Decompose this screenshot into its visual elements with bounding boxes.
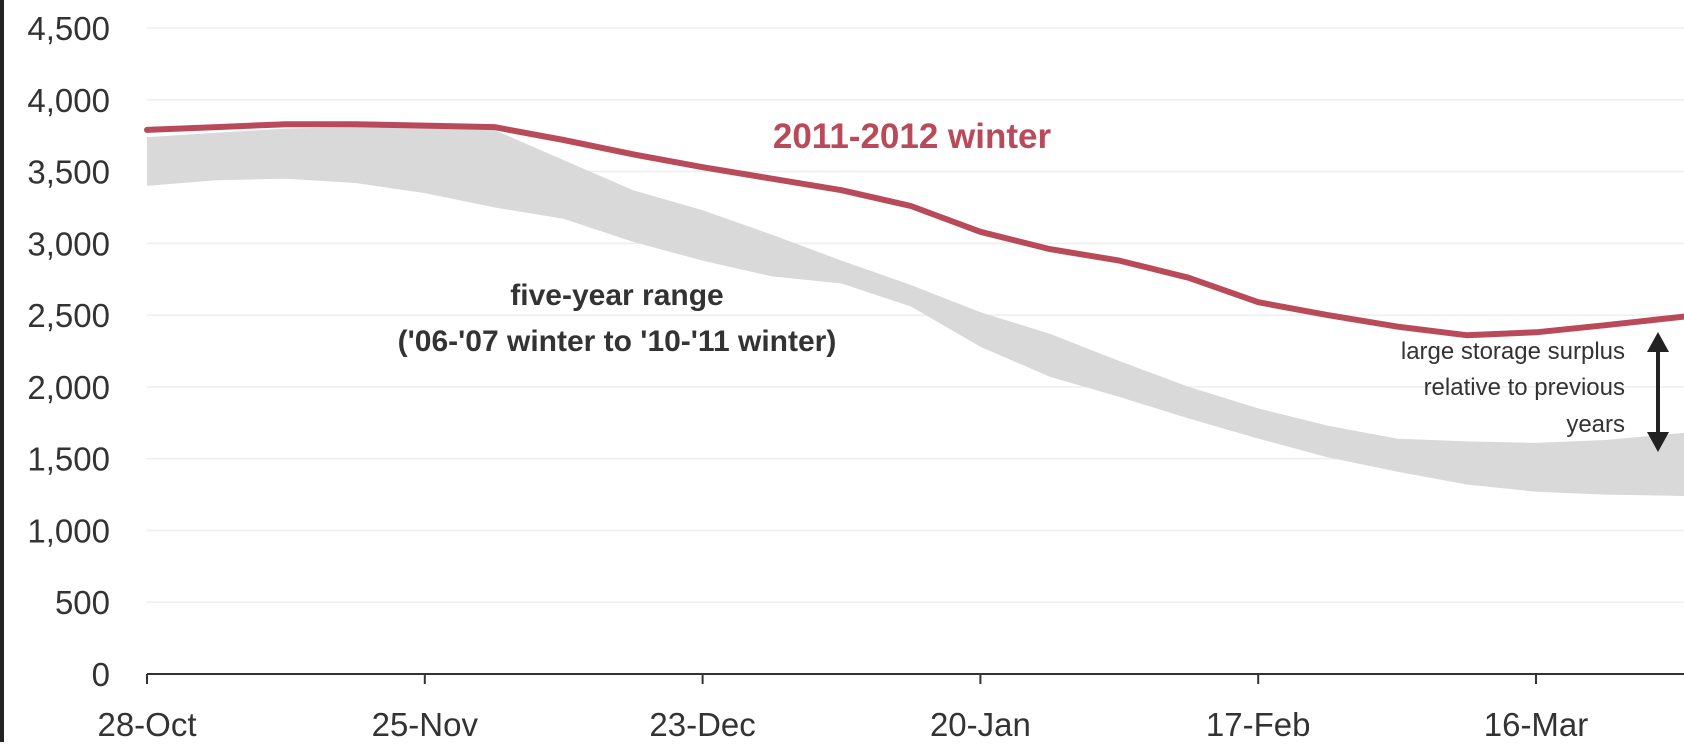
- y-tick-label-4500: 4,500: [27, 10, 110, 47]
- x-tick-label-16-Mar: 16-Mar: [1484, 706, 1589, 742]
- y-tick-label-3000: 3,000: [27, 225, 110, 262]
- y-tick-label-1500: 1,500: [27, 441, 110, 478]
- surplus-arrow-head-up: [1647, 332, 1669, 352]
- y-tick-label-2500: 2,500: [27, 297, 110, 334]
- annotations: 2011-2012 winter five-year range ('06-'0…: [398, 117, 1625, 438]
- five-year-range-band-group: [147, 127, 1684, 496]
- y-tick-label-4000: 4,000: [27, 82, 110, 119]
- range-label-line1: five-year range: [510, 279, 723, 312]
- x-tick-label-25-Nov: 25-Nov: [372, 706, 479, 742]
- y-tick-label-3500: 3,500: [27, 154, 110, 191]
- x-tick-label-17-Feb: 17-Feb: [1206, 706, 1311, 742]
- y-tick-label-0: 0: [92, 656, 110, 693]
- surplus-note-line2: relative to previous: [1424, 374, 1625, 401]
- surplus-note-line1: large storage surplus: [1401, 338, 1625, 365]
- surplus-note-line3: years: [1566, 411, 1625, 438]
- y-tick-label-1000: 1,000: [27, 512, 110, 549]
- surplus-arrow-head-down: [1647, 432, 1669, 452]
- x-tick-label-20-Jan: 20-Jan: [930, 706, 1031, 742]
- range-label-line2: ('06-'07 winter to '10-'11 winter): [398, 325, 837, 358]
- gridlines: [147, 27, 1684, 603]
- five-year-range-band: [147, 127, 1684, 496]
- series-line-2011-2012-winter: [144, 121, 1684, 339]
- winter-series-group: [144, 121, 1684, 339]
- x-tick-label-28-Oct: 28-Oct: [97, 706, 196, 742]
- series-label-2011-2012-winter: 2011-2012 winter: [773, 117, 1052, 156]
- y-tick-label-2000: 2,000: [27, 369, 110, 406]
- y-tick-label-500: 500: [55, 584, 110, 621]
- surplus-arrow: [1647, 332, 1669, 452]
- x-tick-label-23-Dec: 23-Dec: [649, 706, 755, 742]
